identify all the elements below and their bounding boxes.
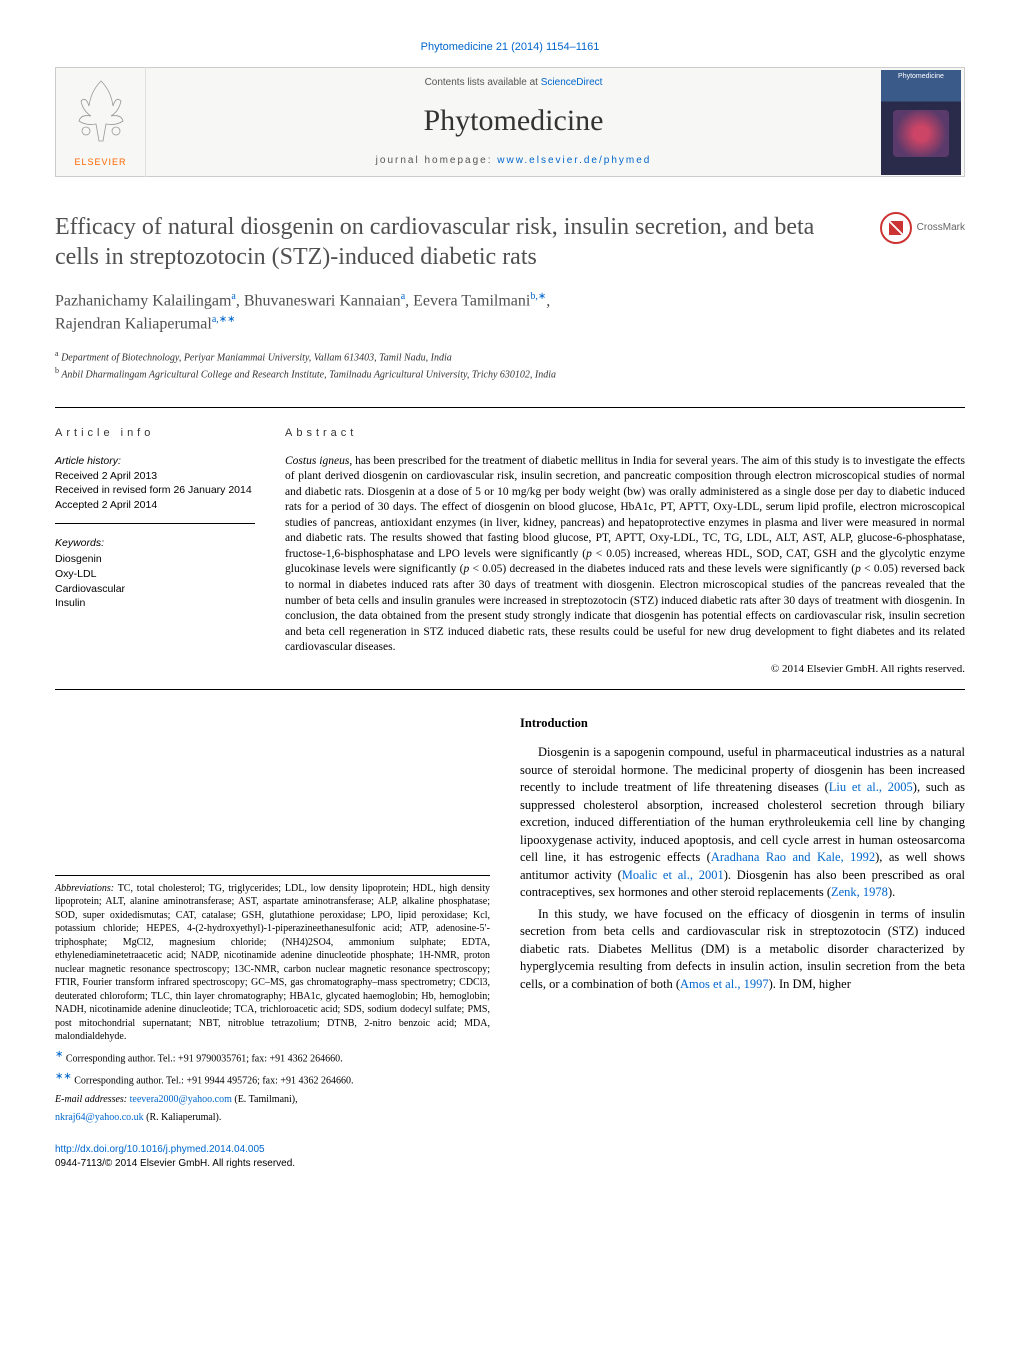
- article-info-heading: article info: [55, 426, 255, 441]
- history-label: Article history:: [55, 454, 255, 469]
- keyword: Oxy-LDL: [55, 567, 255, 582]
- issn-copyright: 0944-7113/© 2014 Elsevier GmbH. All righ…: [55, 1157, 490, 1171]
- intro-heading: Introduction: [520, 715, 965, 733]
- elsevier-logo[interactable]: ELSEVIER: [56, 67, 146, 177]
- email-link[interactable]: nkraj64@yahoo.co.uk: [55, 1112, 144, 1123]
- article-info-sidebar: article info Article history: Received 2…: [55, 426, 255, 676]
- article-title: Efficacy of natural diosgenin on cardiov…: [55, 212, 880, 272]
- introduction-column: Introduction Diosgenin is a sapogenin co…: [520, 715, 965, 1171]
- journal-cover-thumbnail[interactable]: Phytomedicine: [881, 70, 961, 175]
- abstract-copyright: © 2014 Elsevier GmbH. All rights reserve…: [285, 662, 965, 677]
- abstract-text: Costus igneus, has been prescribed for t…: [285, 454, 965, 656]
- crossmark-label: CrossMark: [917, 221, 965, 235]
- keywords-label: Keywords:: [55, 536, 255, 551]
- footer-doi-block: http://dx.doi.org/10.1016/j.phymed.2014.…: [55, 1143, 490, 1171]
- intro-paragraph-2: In this study, we have focused on the ef…: [520, 906, 965, 994]
- reference-link[interactable]: Moalic et al., 2001: [622, 868, 724, 882]
- contents-available-line: Contents lists available at ScienceDirec…: [146, 76, 881, 90]
- footnote-column: Abbreviations: TC, total cholesterol; TG…: [55, 715, 490, 1171]
- journal-header-banner: ELSEVIER Contents lists available at Sci…: [55, 67, 965, 177]
- intro-paragraph-1: Diosgenin is a sapogenin compound, usefu…: [520, 744, 965, 902]
- journal-homepage-line: journal homepage: www.elsevier.de/phymed: [146, 154, 881, 168]
- affiliations: a Department of Biotechnology, Periyar M…: [55, 348, 965, 383]
- abstract-heading: abstract: [285, 426, 965, 441]
- email-link[interactable]: teevera2000@yahoo.com: [130, 1094, 232, 1105]
- received-date: Received 2 April 2013: [55, 469, 255, 484]
- citation-line: Phytomedicine 21 (2014) 1154–1161: [55, 40, 965, 55]
- email-addresses-2: nkraj64@yahoo.co.uk (R. Kaliaperumal).: [55, 1111, 490, 1125]
- corresponding-author-1: ∗ Corresponding author. Tel.: +91 979003…: [55, 1048, 490, 1066]
- homepage-link[interactable]: www.elsevier.de/phymed: [497, 155, 651, 166]
- section-divider: [55, 689, 965, 690]
- author-list: Pazhanichamy Kalailingama, Bhuvaneswari …: [55, 290, 965, 335]
- reference-link[interactable]: Amos et al., 1997: [680, 977, 769, 991]
- crossmark-badge[interactable]: CrossMark: [880, 212, 965, 244]
- keyword: Insulin: [55, 596, 255, 611]
- reference-link[interactable]: Liu et al., 2005: [829, 780, 913, 794]
- reference-link[interactable]: Zenk, 1978: [831, 885, 888, 899]
- journal-name: Phytomedicine: [146, 100, 881, 142]
- elsevier-tree-icon: [71, 76, 131, 151]
- sciencedirect-link[interactable]: ScienceDirect: [541, 77, 603, 88]
- accepted-date: Accepted 2 April 2014: [55, 498, 255, 513]
- keyword: Diosgenin: [55, 552, 255, 567]
- corresponding-author-2: ∗∗ Corresponding author. Tel.: +91 9944 …: [55, 1070, 490, 1088]
- doi-link[interactable]: http://dx.doi.org/10.1016/j.phymed.2014.…: [55, 1144, 265, 1155]
- elsevier-text: ELSEVIER: [71, 156, 131, 169]
- email-addresses: E-mail addresses: teevera2000@yahoo.com …: [55, 1093, 490, 1107]
- abbreviations-block: Abbreviations: TC, total cholesterol; TG…: [55, 875, 490, 1044]
- crossmark-icon: [880, 212, 912, 244]
- keyword: Cardiovascular: [55, 582, 255, 597]
- revised-date: Received in revised form 26 January 2014: [55, 483, 255, 498]
- reference-link[interactable]: Aradhana Rao and Kale, 1992: [711, 850, 875, 864]
